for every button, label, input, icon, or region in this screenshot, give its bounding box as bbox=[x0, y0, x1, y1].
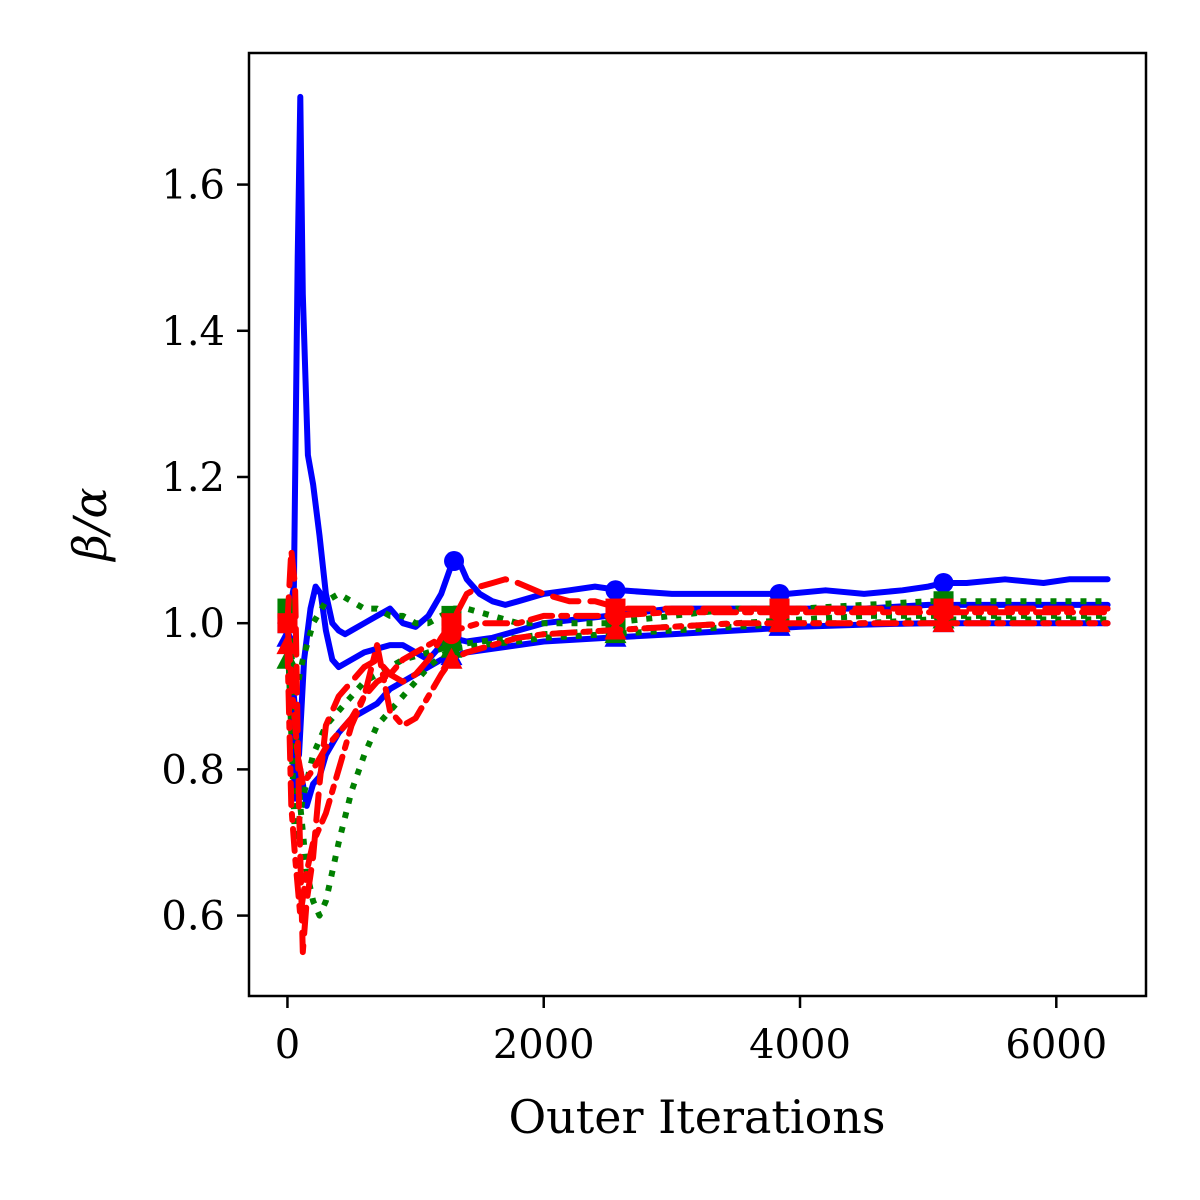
y-axis-title: β/α bbox=[63, 487, 117, 562]
x-tick-label: 2000 bbox=[493, 1022, 595, 1068]
series-marker-8 bbox=[605, 605, 626, 626]
series-marker-8 bbox=[933, 602, 954, 623]
series-line-4 bbox=[284, 616, 1108, 919]
series-marker-8 bbox=[277, 613, 298, 634]
y-axis: 0.6 0.8 1.0 1.2 1.4 1.6 bbox=[161, 163, 249, 940]
series-marker-8 bbox=[441, 624, 462, 645]
y-tick-label: 0.6 bbox=[161, 894, 225, 940]
x-axis: 0 2000 4000 6000 bbox=[275, 996, 1107, 1068]
series-marker-0 bbox=[933, 572, 954, 593]
x-tick-label: 0 bbox=[275, 1022, 300, 1068]
series-marker-7 bbox=[440, 647, 463, 669]
x-tick-label: 4000 bbox=[749, 1022, 851, 1068]
plot-series bbox=[276, 93, 1111, 956]
series-marker-0 bbox=[444, 551, 465, 572]
series-line-8 bbox=[284, 609, 1111, 787]
y-tick-label: 0.8 bbox=[161, 747, 225, 793]
series-line-7 bbox=[284, 620, 1111, 919]
y-tick-label: 1.4 bbox=[161, 309, 225, 355]
series-marker-0 bbox=[605, 580, 626, 601]
y-tick-label: 1.0 bbox=[161, 601, 225, 647]
series-marker-8 bbox=[769, 602, 790, 623]
series-marker-7 bbox=[604, 618, 627, 640]
y-tick-label: 1.2 bbox=[161, 455, 225, 501]
plot-frame bbox=[247, 51, 1148, 998]
y-tick-label: 1.6 bbox=[161, 163, 225, 209]
series-line-0 bbox=[284, 93, 1111, 638]
x-tick-label: 6000 bbox=[1005, 1022, 1107, 1068]
series-line-3 bbox=[284, 590, 1108, 700]
x-axis-title: Outer Iterations bbox=[508, 1090, 885, 1144]
